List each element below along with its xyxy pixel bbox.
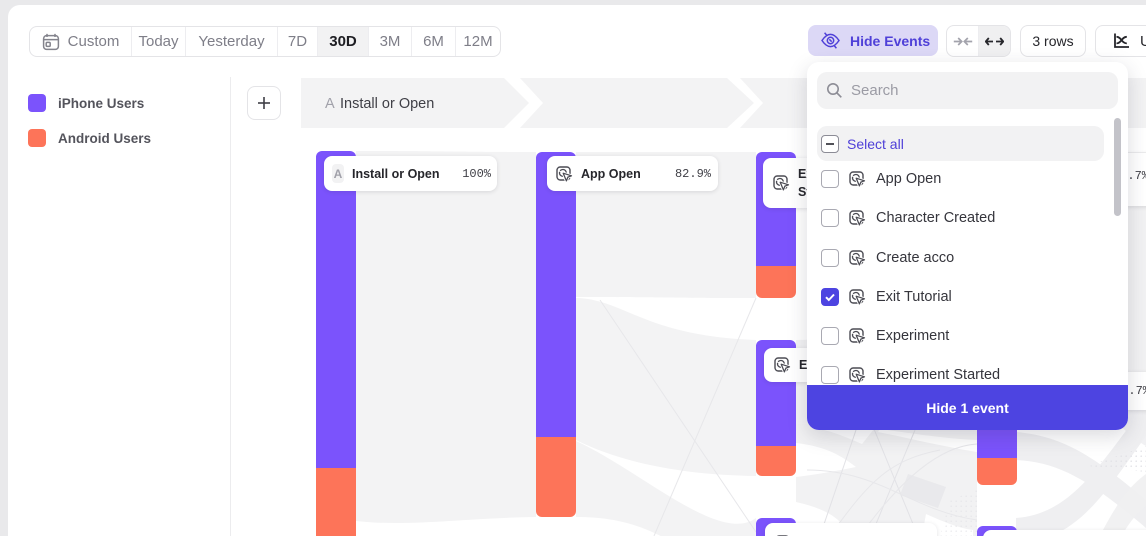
svg-text:Install or Open: Install or Open <box>340 96 434 112</box>
svg-text:A: A <box>325 96 335 112</box>
